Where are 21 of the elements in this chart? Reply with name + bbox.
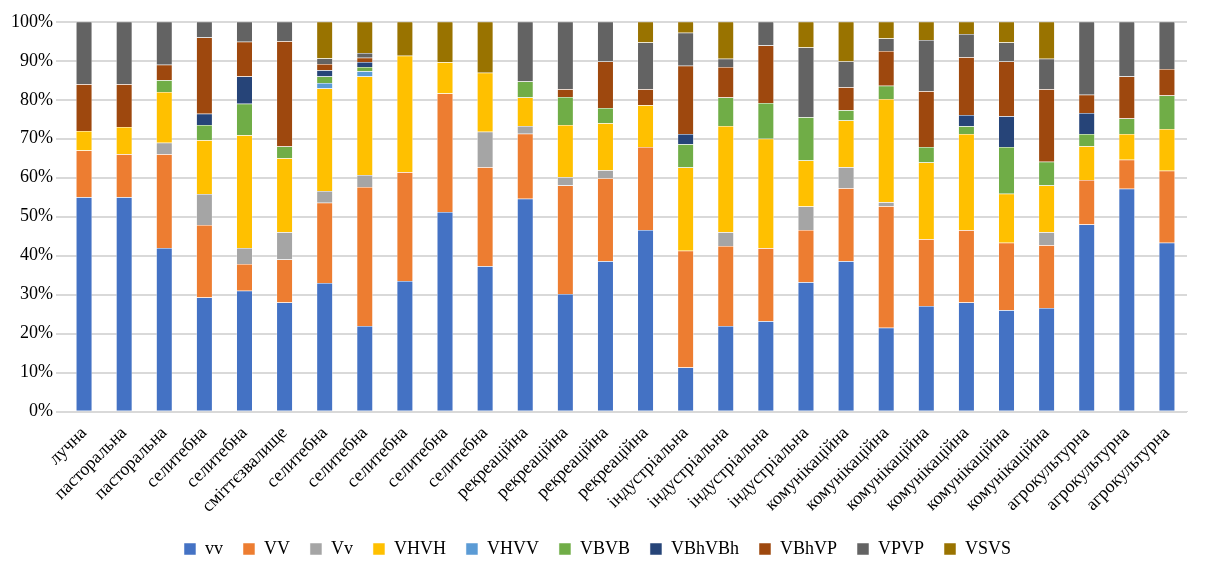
y-tick-label: 0% bbox=[28, 400, 53, 421]
y-tick-label: 40% bbox=[19, 244, 53, 265]
legend-label: VSVS bbox=[965, 537, 1012, 558]
y-tick-label: 50% bbox=[19, 205, 53, 226]
legend-label: VBhVP bbox=[779, 537, 837, 558]
y-tick-label: 70% bbox=[19, 127, 53, 148]
legend-label: VPVP bbox=[877, 537, 925, 558]
legend-label: VHVV bbox=[486, 537, 539, 558]
y-tick-label: 60% bbox=[19, 166, 53, 187]
legend-label: Vv bbox=[330, 537, 353, 558]
y-tick-label: 30% bbox=[19, 283, 53, 304]
y-tick-label: 20% bbox=[19, 322, 53, 343]
legend-label: VHVH bbox=[393, 537, 446, 558]
y-tick-label: 80% bbox=[19, 88, 53, 109]
legend-label: VV bbox=[263, 537, 290, 558]
legend-label: VBVB bbox=[579, 537, 630, 558]
legend-label: vv bbox=[204, 537, 223, 558]
y-tick-label: 90% bbox=[19, 49, 53, 70]
y-tick-label: 100% bbox=[10, 10, 53, 31]
y-tick-label: 10% bbox=[19, 361, 53, 382]
legend-label: VBhVBh bbox=[670, 537, 739, 558]
